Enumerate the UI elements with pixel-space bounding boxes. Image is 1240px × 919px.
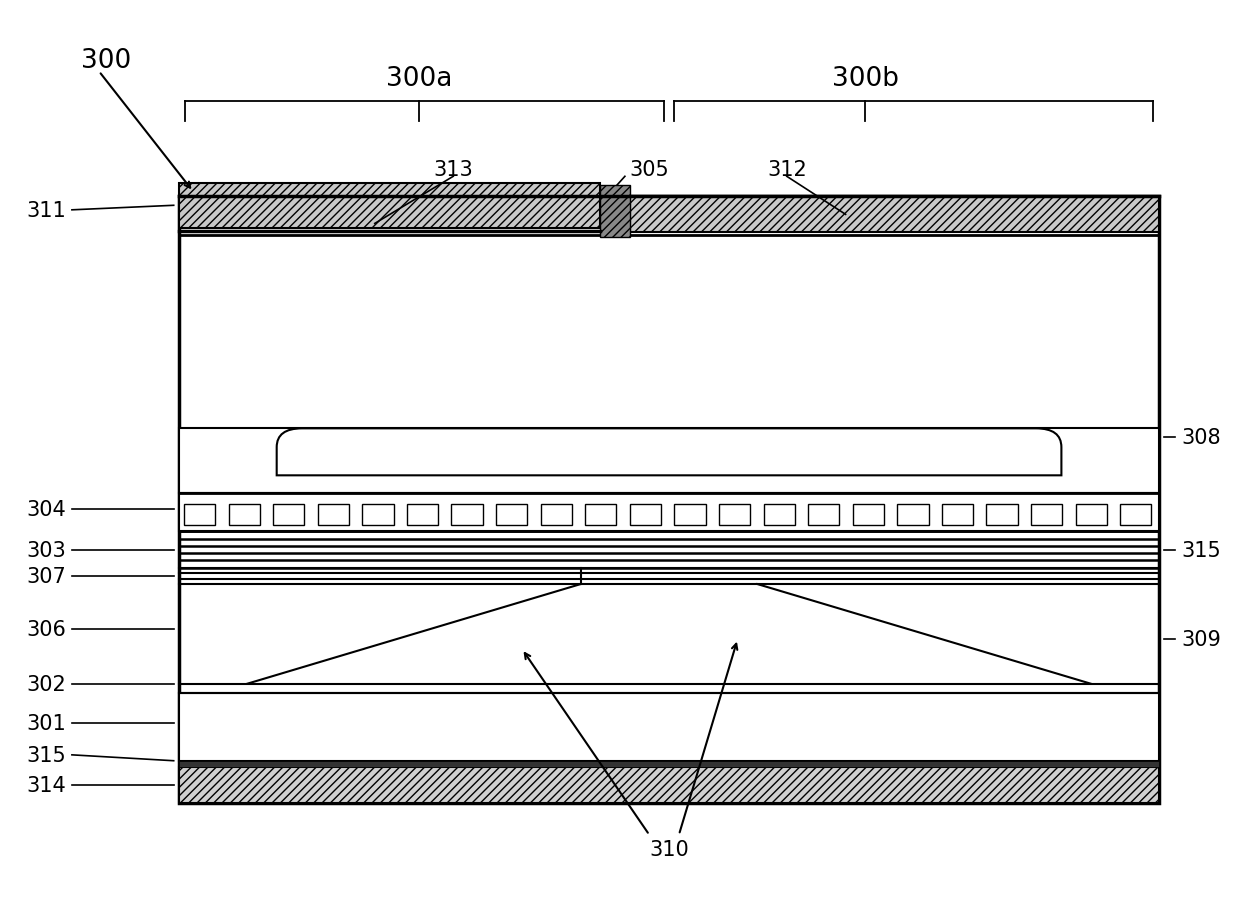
- Text: 315: 315: [26, 745, 66, 765]
- Bar: [496, 505, 527, 525]
- Bar: [942, 505, 973, 525]
- Bar: [362, 505, 393, 525]
- Bar: [179, 494, 1159, 532]
- Bar: [1075, 505, 1107, 525]
- Bar: [179, 184, 600, 229]
- Bar: [764, 505, 795, 525]
- Bar: [179, 767, 1159, 803]
- Text: 300: 300: [81, 49, 130, 74]
- Bar: [898, 505, 929, 525]
- Text: 300a: 300a: [386, 66, 453, 92]
- Text: 314: 314: [26, 776, 66, 795]
- Bar: [541, 505, 572, 525]
- Bar: [179, 761, 1159, 767]
- Text: 308: 308: [1182, 427, 1221, 448]
- Bar: [179, 197, 1159, 803]
- Bar: [630, 505, 661, 525]
- Text: 315: 315: [1182, 540, 1221, 560]
- Bar: [1120, 505, 1152, 525]
- Bar: [808, 505, 839, 525]
- Bar: [630, 197, 1159, 233]
- Text: 306: 306: [26, 619, 66, 640]
- Bar: [600, 187, 630, 238]
- Bar: [184, 505, 216, 525]
- Text: 300b: 300b: [832, 66, 899, 92]
- Bar: [407, 505, 438, 525]
- Bar: [987, 505, 1018, 525]
- Bar: [719, 505, 750, 525]
- Bar: [317, 505, 348, 525]
- Text: 301: 301: [26, 713, 66, 733]
- Text: 311: 311: [26, 200, 66, 221]
- Bar: [853, 505, 884, 525]
- Bar: [1032, 505, 1063, 525]
- Bar: [451, 505, 482, 525]
- Text: 304: 304: [26, 499, 66, 519]
- Text: 312: 312: [766, 160, 807, 180]
- Text: 309: 309: [1182, 630, 1221, 649]
- Bar: [675, 505, 706, 525]
- Text: 310: 310: [650, 839, 689, 858]
- Text: 305: 305: [630, 160, 670, 180]
- PathPatch shape: [277, 429, 1061, 476]
- Text: 307: 307: [26, 566, 66, 586]
- Bar: [179, 693, 1159, 761]
- Bar: [179, 429, 1159, 494]
- Text: 303: 303: [26, 540, 66, 560]
- Text: 302: 302: [26, 674, 66, 694]
- Bar: [585, 505, 616, 525]
- Text: 313: 313: [433, 160, 474, 180]
- Bar: [273, 505, 304, 525]
- Bar: [228, 505, 259, 525]
